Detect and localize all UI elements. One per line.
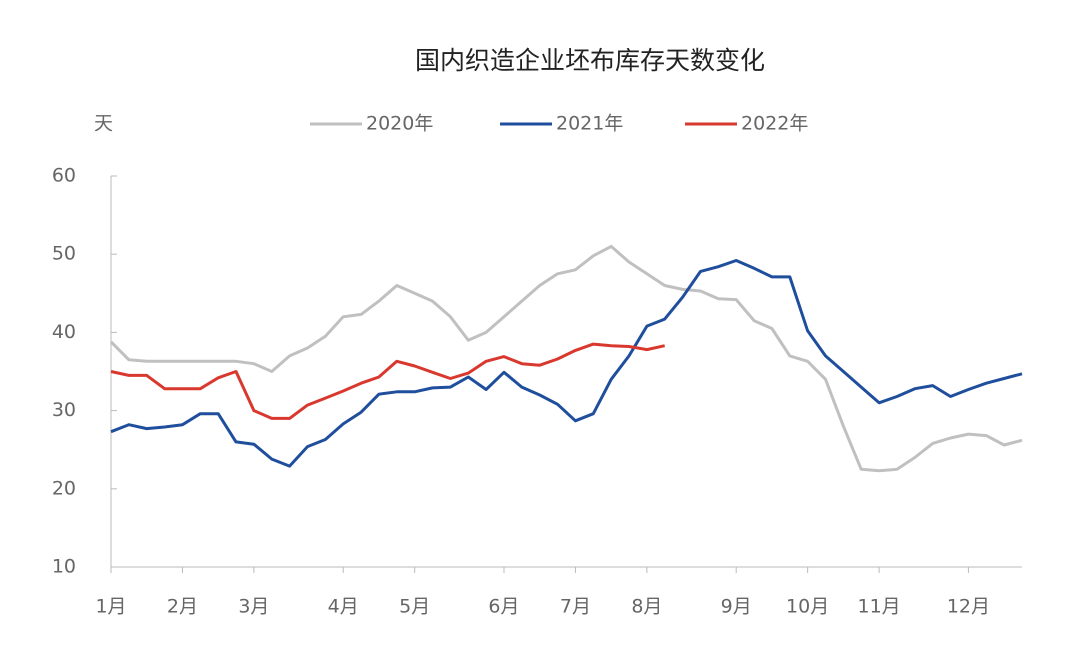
legend-label: 2020年 <box>366 113 433 135</box>
series-line <box>110 259 1023 468</box>
y-tick-label: 10 <box>52 556 76 578</box>
y-tick-label: 40 <box>52 321 76 343</box>
y-tick-label: 50 <box>52 243 76 265</box>
x-tick-label: 9月 <box>721 596 752 618</box>
x-tick-label: 1月 <box>95 596 126 618</box>
y-tick-label: 20 <box>52 477 76 499</box>
y-tick-label: 30 <box>52 399 76 421</box>
x-tick-label: 12月 <box>947 596 990 618</box>
x-tick-label: 8月 <box>631 596 662 618</box>
x-tick-label: 3月 <box>238 596 269 618</box>
chart-title: 国内织造企业坯布库存天数变化 <box>415 46 765 75</box>
x-tick-label: 6月 <box>488 596 519 618</box>
x-tick-label: 7月 <box>560 596 591 618</box>
x-tick-label: 10月 <box>786 596 829 618</box>
series-line <box>110 342 666 420</box>
series-line <box>109 244 1023 473</box>
legend-label: 2021年 <box>556 113 623 135</box>
y-unit: 天 <box>94 113 113 135</box>
legend-label: 2022年 <box>741 113 808 135</box>
x-tick-label: 4月 <box>328 596 359 618</box>
x-tick-label: 5月 <box>399 596 430 618</box>
x-tick-label: 11月 <box>858 596 901 618</box>
x-tick-label: 2月 <box>167 596 198 618</box>
y-tick-label: 60 <box>52 165 76 187</box>
